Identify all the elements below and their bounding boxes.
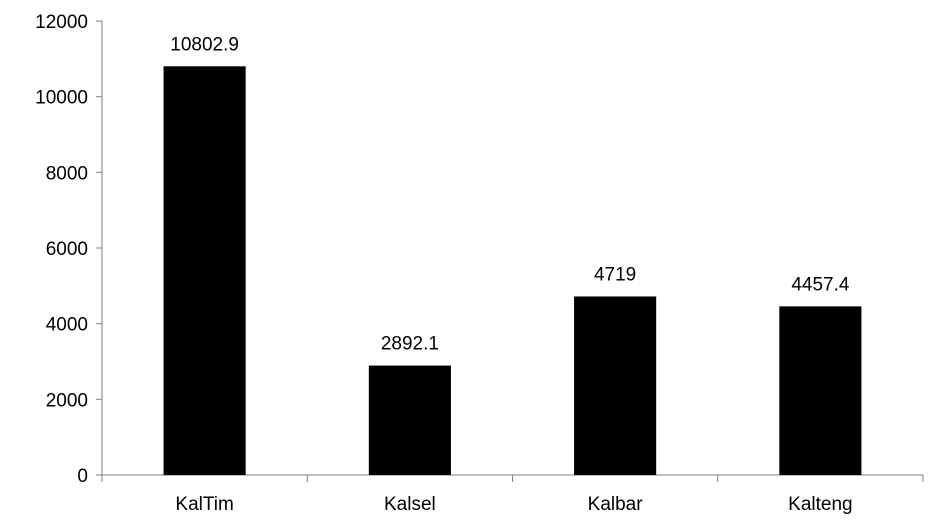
data-label: 4457.4: [791, 274, 850, 295]
bar-kalteng: [779, 306, 862, 475]
x-tick-label: Kalsel: [384, 494, 436, 515]
x-tick-label: Kalbar: [588, 494, 644, 515]
bar-kalsel: [368, 365, 451, 475]
y-tick-label: 2000: [46, 390, 88, 411]
data-label: 2892.1: [381, 334, 439, 355]
data-label: 10802.9: [170, 34, 239, 55]
y-tick-label: 4000: [46, 315, 88, 336]
y-axis: 0 2000 4000 6000 8000 10000 12000: [35, 12, 103, 487]
bar-kaltim: [163, 66, 246, 475]
x-axis: KalTim Kalsel Kalbar Kalteng: [101, 474, 924, 515]
y-tick-label: 10000: [35, 88, 88, 109]
bar-kalbar: [574, 296, 657, 475]
y-tick-label: 6000: [46, 239, 88, 260]
x-tick-label: Kalteng: [788, 494, 852, 515]
data-labels: 10802.9 2892.1 4719 4457.4: [170, 34, 850, 354]
data-label: 4719: [594, 264, 636, 285]
y-tick-label: 8000: [46, 163, 88, 184]
bars: [163, 66, 862, 475]
y-tick-label: 12000: [35, 12, 88, 33]
y-tick-label: 0: [77, 466, 88, 487]
x-tick-label: KalTim: [175, 494, 233, 515]
